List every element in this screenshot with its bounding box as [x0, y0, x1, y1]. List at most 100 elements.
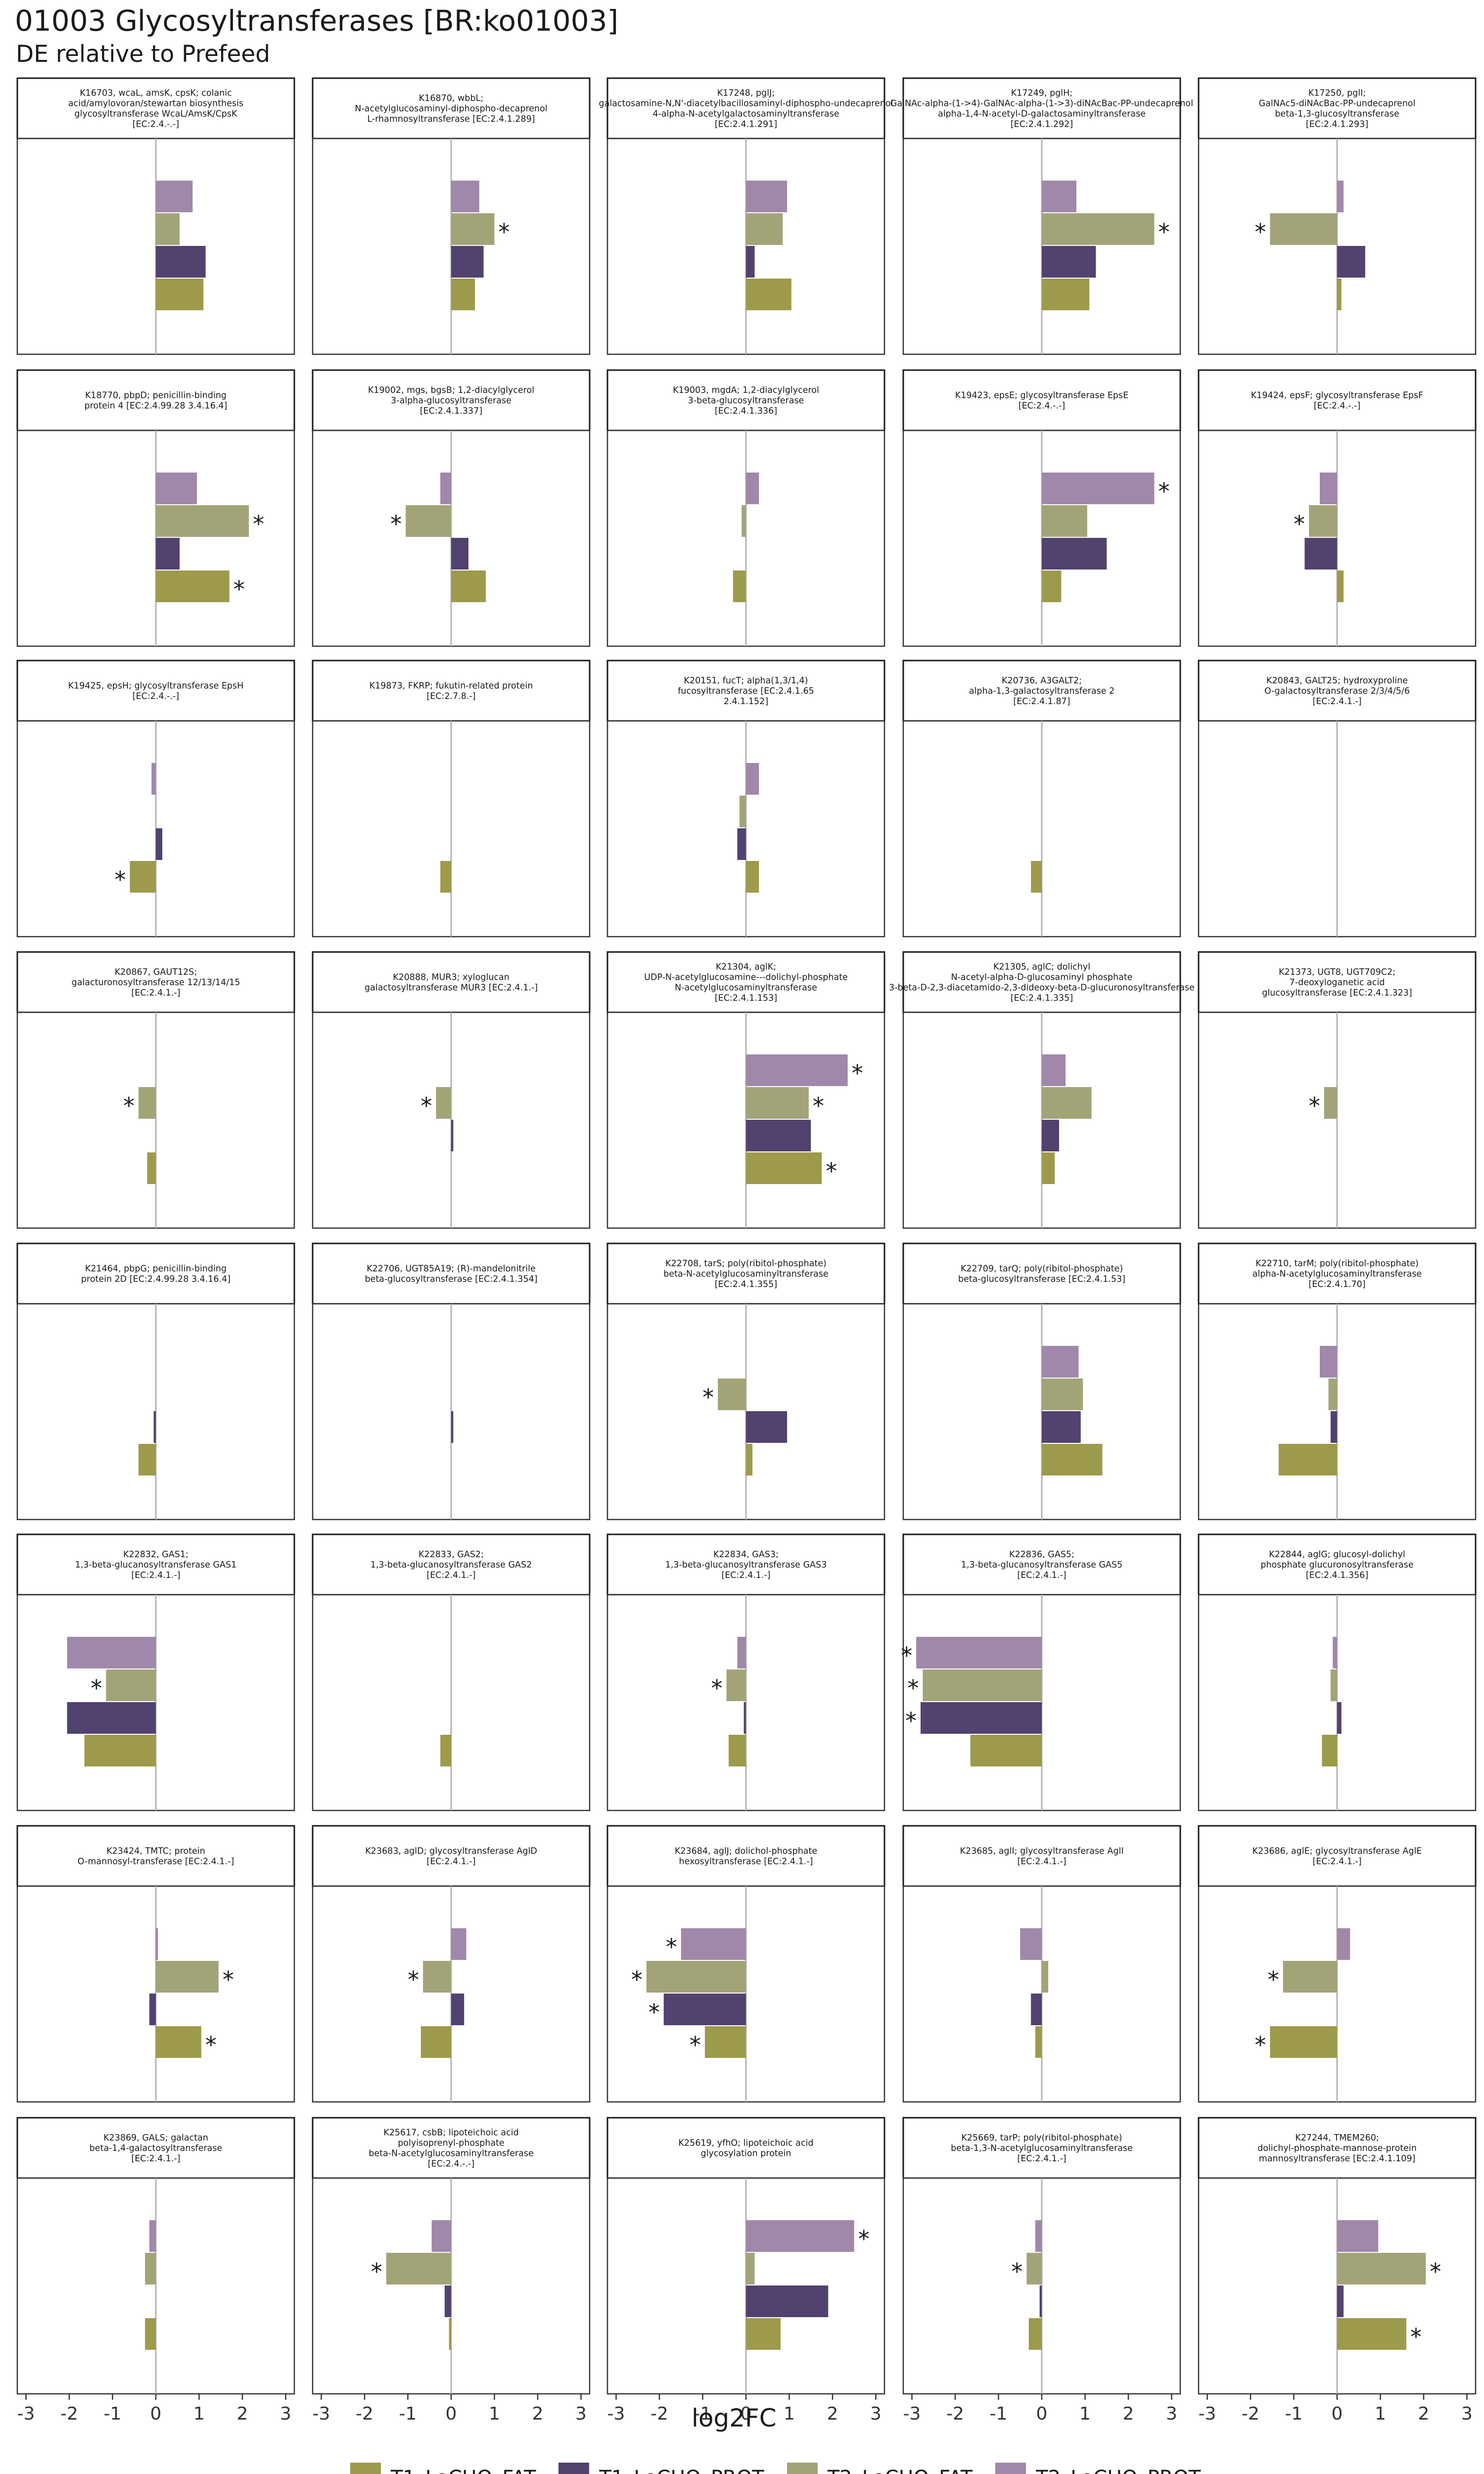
- facet-title: K21304, aglK; UDP-N-acetylglucosamine---d…: [644, 962, 848, 1003]
- bar-t2-locho-fat: [1042, 505, 1087, 537]
- facet-title-line: K19873, FKRP; fukutin-related protein: [370, 681, 533, 691]
- bar-t2-locho-prot: [1333, 1637, 1337, 1669]
- facet-title-line: [EC:2.4.-.-]: [133, 120, 179, 130]
- facet-title-line: K23683, aglD; glycosyltransferase AglD: [365, 1847, 537, 1856]
- facet-strip: [312, 1533, 591, 1596]
- significance-star: *: [233, 576, 245, 603]
- bar-t2-locho-prot: [1042, 1346, 1079, 1378]
- facet-strip: [1198, 1242, 1477, 1305]
- bar-t2-locho-fat: [1330, 1669, 1337, 1701]
- facet-title-line: K22832, GAS1;: [123, 1550, 188, 1560]
- facet-title-line: O-galactosyltransferase 2/3/4/5/6: [1264, 686, 1410, 696]
- facet-title: K23424, TMTC; protein O-mannosyl-transfer…: [78, 1847, 234, 1867]
- facet-title: K20151, fucT; alpha(1,3/1,4) fucosyltrans…: [678, 676, 814, 707]
- facet-title: K20843, GALT25; hydroxyproline O-galactos…: [1264, 676, 1410, 707]
- facet-title: K16870, wbbL; N-acetylglucosaminyl-diphos…: [355, 94, 547, 124]
- bar-t1-locho-prot: [451, 1993, 464, 2025]
- facet-title: K22706, UGT85A19; (R)-mandelonitrile beta…: [365, 1264, 537, 1285]
- significance-star: *: [1430, 2258, 1441, 2285]
- bar-t2-locho-fat: [145, 2252, 156, 2284]
- facet-strip: [1198, 951, 1477, 1013]
- facet-title-line: K20867, GAUT12S;: [115, 967, 197, 977]
- bar-t1-locho-prot: [1330, 1411, 1337, 1443]
- x-tick-label: -3: [607, 2404, 625, 2424]
- bar-t2-locho-fat: [1337, 2252, 1426, 2284]
- bar-t1-locho-prot: [451, 537, 468, 570]
- bar-t1-locho-fat: [1270, 2026, 1337, 2058]
- bar-t2-locho-fat: [156, 213, 180, 245]
- facet-title-line: [EC:2.4.1.-]: [1312, 1857, 1361, 1867]
- facet-title: K23683, aglD; glycosyltransferase AglD [E…: [365, 1847, 537, 1867]
- bar-t2-locho-prot: [916, 1637, 1042, 1669]
- facet-title: K23686, aglE; glycosyltransferase AglE [E…: [1252, 1847, 1422, 1867]
- x-tick-label: -2: [650, 2404, 668, 2424]
- bar-t1-locho-fat: [1031, 861, 1042, 893]
- facet-strip: [312, 1242, 591, 1305]
- facet-title-line: hexosyltransferase [EC:2.4.1.-]: [679, 1857, 813, 1867]
- bar-t1-locho-prot: [1304, 537, 1337, 570]
- bar-t1-locho-fat: [1322, 1735, 1337, 1767]
- bar-t2-locho-prot: [1337, 181, 1344, 213]
- significance-star: *: [702, 1384, 714, 1411]
- bar-t1-locho-fat: [1337, 2318, 1406, 2350]
- x-tick-label: 0: [446, 2404, 457, 2424]
- facet-title-line: [EC:2.4.1.291]: [715, 120, 777, 130]
- legend-swatch: [995, 2463, 1026, 2474]
- bar-t2-locho-fat: [436, 1087, 451, 1119]
- significance-star: *: [666, 1934, 677, 1960]
- facet-title-line: fucosyltransferase [EC:2.4.1.65: [678, 686, 814, 696]
- facet-title-line: galacturonosyltransferase 12/13/14/15: [72, 978, 240, 988]
- facet-title-line: 3-beta-D-2,3-diacetamido-2,3-dideoxy-bet…: [889, 983, 1195, 993]
- significance-star: *: [1254, 219, 1266, 245]
- bar-t2-locho-prot: [156, 1928, 158, 1960]
- facet-title-line: glycosylation protein: [700, 2149, 791, 2159]
- facet-strip: [902, 77, 1181, 140]
- bar-t1-locho-prot: [663, 1993, 746, 2025]
- facet-strip: [16, 951, 295, 1013]
- x-tick-label: -3: [903, 2404, 921, 2424]
- bar-t1-locho-fat: [139, 1444, 156, 1476]
- facet-title-line: K23684, aglJ; dolichol-phosphate: [675, 1847, 817, 1856]
- bar-t1-locho-prot: [737, 828, 746, 860]
- facet-strip: [606, 1533, 885, 1596]
- bar-t2-locho-fat: [646, 1960, 746, 1993]
- bar-t1-locho-fat: [1278, 1444, 1337, 1476]
- bar-t1-locho-prot: [451, 245, 484, 278]
- x-tick-label: 0: [1036, 2404, 1048, 2424]
- facet-title-line: K19423, epsE; glycosyltransferase EpsE: [955, 391, 1128, 401]
- significance-star: *: [499, 219, 510, 245]
- facet-title: K22710, tarM; poly(ribitol-phosphate) alp…: [1252, 1259, 1422, 1289]
- bar-t2-locho-prot: [431, 2220, 451, 2252]
- x-tick-label: 0: [1332, 2404, 1343, 2424]
- bar-t1-locho-prot: [451, 1119, 454, 1151]
- bar-t1-locho-prot: [1042, 245, 1096, 278]
- facet-strip: [312, 951, 591, 1013]
- bar-t2-locho-prot: [737, 1637, 746, 1669]
- bar-t1-locho-prot: [743, 1702, 746, 1734]
- significance-star: *: [905, 1708, 917, 1734]
- facet-title-line: protein 2D [EC:2.4.99.28 3.4.16.4]: [81, 1275, 231, 1285]
- facet-title: K23869, GALS; galactan beta-1,4-galactosy…: [90, 2133, 223, 2164]
- bar-t1-locho-prot: [746, 1119, 811, 1151]
- bar-t2-locho-prot: [746, 181, 788, 213]
- facet-title-line: galactosyltransferase MUR3 [EC:2.4.1.-]: [365, 983, 538, 993]
- x-tick-label: -2: [946, 2404, 964, 2424]
- facet-title-line: K17248, pglJ;: [717, 89, 775, 98]
- bar-t2-locho-prot: [746, 2220, 854, 2252]
- facet-title: K19423, epsE; glycosyltransferase EpsE [E…: [955, 391, 1128, 411]
- x-axis-label: log2FC: [692, 2404, 777, 2432]
- significance-star: *: [408, 1966, 419, 1993]
- facet-title-line: beta-N-acetylglucosaminyltransferase: [369, 2149, 534, 2159]
- bar-t2-locho-prot: [149, 2220, 156, 2252]
- bar-t1-locho-prot: [746, 245, 755, 278]
- facet-title-line: 1,3-beta-glucanosyltransferase GAS3: [665, 1560, 827, 1570]
- facet-title-line: [EC:2.4.1.-]: [426, 1857, 475, 1867]
- bar-t2-locho-fat: [1042, 1960, 1049, 1993]
- facet-strip: [312, 1825, 591, 1887]
- legend-swatch: [350, 2463, 381, 2474]
- facet-title-line: [EC:2.4.1.-]: [1017, 1857, 1066, 1867]
- bar-t2-locho-fat: [406, 505, 451, 537]
- significance-star: *: [1309, 1093, 1320, 1119]
- facet-title-line: GalNAc-alpha-(1->4)-GalNAc-alpha-(1->3)-…: [890, 99, 1193, 109]
- bar-t1-locho-prot: [746, 2285, 829, 2317]
